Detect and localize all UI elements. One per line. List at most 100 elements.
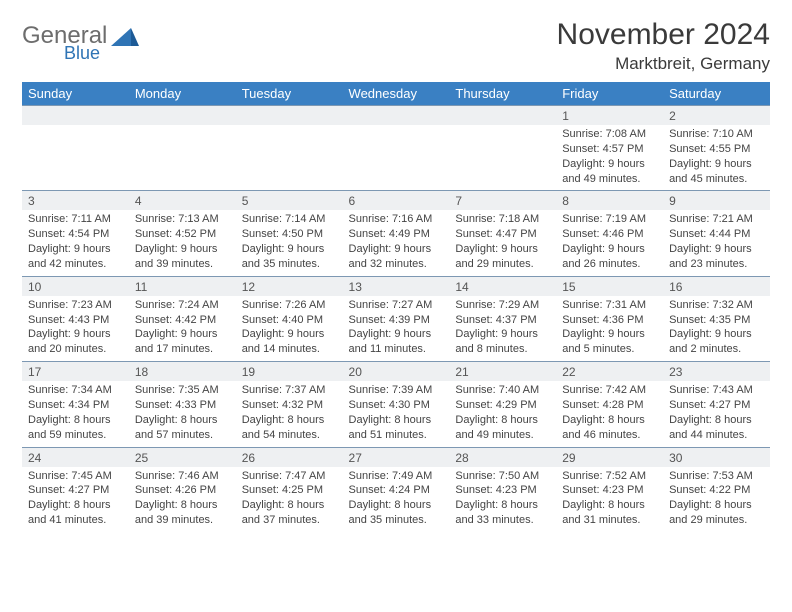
day-number-cell: 30 [663, 447, 770, 467]
day-number-cell: 24 [22, 447, 129, 467]
weekday-header-cell: Friday [556, 82, 663, 106]
daylight-text: and 35 minutes. [242, 257, 337, 272]
daylight-text: Daylight: 9 hours [562, 157, 657, 172]
daylight-text: and 20 minutes. [28, 342, 123, 357]
day-number-cell: 29 [556, 447, 663, 467]
day-detail-cell: Sunrise: 7:39 AMSunset: 4:30 PMDaylight:… [343, 381, 450, 447]
sunset-text: Sunset: 4:22 PM [669, 483, 764, 498]
day-detail-cell: Sunrise: 7:32 AMSunset: 4:35 PMDaylight:… [663, 296, 770, 362]
day-number-cell: 13 [343, 276, 450, 296]
logo-text: General Blue [22, 24, 107, 62]
sunrise-text: Sunrise: 7:37 AM [242, 383, 337, 398]
sunrise-text: Sunrise: 7:18 AM [455, 212, 550, 227]
daylight-text: Daylight: 9 hours [349, 242, 444, 257]
daylight-text: Daylight: 9 hours [669, 157, 764, 172]
sunrise-text: Sunrise: 7:40 AM [455, 383, 550, 398]
day-detail-cell: Sunrise: 7:13 AMSunset: 4:52 PMDaylight:… [129, 210, 236, 276]
day-detail-cell: Sunrise: 7:52 AMSunset: 4:23 PMDaylight:… [556, 467, 663, 532]
daylight-text: and 42 minutes. [28, 257, 123, 272]
day-number-cell: 25 [129, 447, 236, 467]
header: General Blue November 2024 Marktbreit, G… [22, 18, 770, 74]
day-number-cell: 23 [663, 362, 770, 382]
calendar-body: 12Sunrise: 7:08 AMSunset: 4:57 PMDayligh… [22, 106, 770, 532]
day-detail-cell: Sunrise: 7:45 AMSunset: 4:27 PMDaylight:… [22, 467, 129, 532]
day-number-cell: 22 [556, 362, 663, 382]
sunset-text: Sunset: 4:34 PM [28, 398, 123, 413]
day-number-cell: 7 [449, 191, 556, 211]
day-detail-cell [129, 125, 236, 191]
day-number-row: 10111213141516 [22, 276, 770, 296]
day-detail-cell: Sunrise: 7:23 AMSunset: 4:43 PMDaylight:… [22, 296, 129, 362]
daylight-text: Daylight: 9 hours [28, 327, 123, 342]
month-title: November 2024 [557, 18, 770, 52]
sunset-text: Sunset: 4:42 PM [135, 313, 230, 328]
daylight-text: and 14 minutes. [242, 342, 337, 357]
daylight-text: and 57 minutes. [135, 428, 230, 443]
day-number-cell: 14 [449, 276, 556, 296]
daylight-text: Daylight: 8 hours [135, 413, 230, 428]
daylight-text: Daylight: 9 hours [455, 327, 550, 342]
day-detail-cell [343, 125, 450, 191]
daylight-text: and 39 minutes. [135, 257, 230, 272]
daylight-text: Daylight: 9 hours [135, 327, 230, 342]
day-detail-cell: Sunrise: 7:11 AMSunset: 4:54 PMDaylight:… [22, 210, 129, 276]
daylight-text: and 17 minutes. [135, 342, 230, 357]
day-detail-cell: Sunrise: 7:19 AMSunset: 4:46 PMDaylight:… [556, 210, 663, 276]
sunrise-text: Sunrise: 7:16 AM [349, 212, 444, 227]
weekday-header-cell: Monday [129, 82, 236, 106]
weekday-header-cell: Sunday [22, 82, 129, 106]
day-detail-cell: Sunrise: 7:35 AMSunset: 4:33 PMDaylight:… [129, 381, 236, 447]
day-detail-cell: Sunrise: 7:16 AMSunset: 4:49 PMDaylight:… [343, 210, 450, 276]
calendar-table: SundayMondayTuesdayWednesdayThursdayFrid… [22, 82, 770, 532]
sunset-text: Sunset: 4:39 PM [349, 313, 444, 328]
sunset-text: Sunset: 4:25 PM [242, 483, 337, 498]
day-detail-cell [449, 125, 556, 191]
day-number-cell: 2 [663, 106, 770, 126]
day-detail-row: Sunrise: 7:34 AMSunset: 4:34 PMDaylight:… [22, 381, 770, 447]
daylight-text: and 41 minutes. [28, 513, 123, 528]
sunrise-text: Sunrise: 7:47 AM [242, 469, 337, 484]
sunset-text: Sunset: 4:55 PM [669, 142, 764, 157]
location: Marktbreit, Germany [557, 54, 770, 74]
daylight-text: Daylight: 9 hours [242, 242, 337, 257]
day-detail-row: Sunrise: 7:08 AMSunset: 4:57 PMDaylight:… [22, 125, 770, 191]
daylight-text: Daylight: 8 hours [28, 413, 123, 428]
daylight-text: and 46 minutes. [562, 428, 657, 443]
sunrise-text: Sunrise: 7:19 AM [562, 212, 657, 227]
daylight-text: Daylight: 8 hours [135, 498, 230, 513]
day-detail-cell: Sunrise: 7:53 AMSunset: 4:22 PMDaylight:… [663, 467, 770, 532]
day-number-cell: 28 [449, 447, 556, 467]
sunset-text: Sunset: 4:33 PM [135, 398, 230, 413]
daylight-text: Daylight: 8 hours [349, 498, 444, 513]
daylight-text: and 39 minutes. [135, 513, 230, 528]
sunrise-text: Sunrise: 7:50 AM [455, 469, 550, 484]
sunrise-text: Sunrise: 7:49 AM [349, 469, 444, 484]
day-number-cell: 18 [129, 362, 236, 382]
sunrise-text: Sunrise: 7:21 AM [669, 212, 764, 227]
sunrise-text: Sunrise: 7:35 AM [135, 383, 230, 398]
sunrise-text: Sunrise: 7:34 AM [28, 383, 123, 398]
sunset-text: Sunset: 4:49 PM [349, 227, 444, 242]
day-detail-cell: Sunrise: 7:37 AMSunset: 4:32 PMDaylight:… [236, 381, 343, 447]
weekday-header-cell: Tuesday [236, 82, 343, 106]
daylight-text: Daylight: 9 hours [242, 327, 337, 342]
daylight-text: Daylight: 9 hours [135, 242, 230, 257]
day-number-cell: 15 [556, 276, 663, 296]
day-number-row: 17181920212223 [22, 362, 770, 382]
logo-mark-icon [111, 28, 139, 50]
daylight-text: and 32 minutes. [349, 257, 444, 272]
day-detail-cell: Sunrise: 7:49 AMSunset: 4:24 PMDaylight:… [343, 467, 450, 532]
daylight-text: and 23 minutes. [669, 257, 764, 272]
day-detail-cell: Sunrise: 7:34 AMSunset: 4:34 PMDaylight:… [22, 381, 129, 447]
sunrise-text: Sunrise: 7:26 AM [242, 298, 337, 313]
sunset-text: Sunset: 4:26 PM [135, 483, 230, 498]
daylight-text: Daylight: 9 hours [28, 242, 123, 257]
weekday-header-cell: Saturday [663, 82, 770, 106]
sunset-text: Sunset: 4:52 PM [135, 227, 230, 242]
day-detail-cell: Sunrise: 7:43 AMSunset: 4:27 PMDaylight:… [663, 381, 770, 447]
daylight-text: Daylight: 8 hours [562, 413, 657, 428]
day-detail-cell: Sunrise: 7:26 AMSunset: 4:40 PMDaylight:… [236, 296, 343, 362]
daylight-text: and 11 minutes. [349, 342, 444, 357]
daylight-text: Daylight: 9 hours [669, 327, 764, 342]
sunrise-text: Sunrise: 7:45 AM [28, 469, 123, 484]
